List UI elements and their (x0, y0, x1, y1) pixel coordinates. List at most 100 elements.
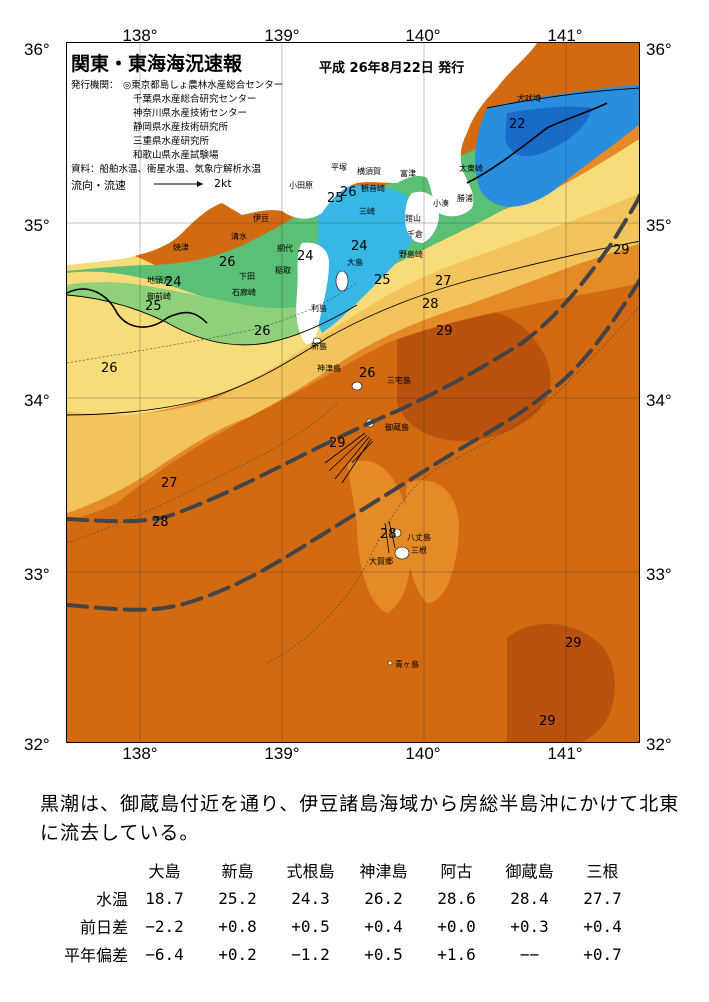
sst-label: 26 (101, 361, 118, 376)
table-cell: 27.7 (583, 888, 622, 908)
place-label: 大島 (347, 258, 363, 267)
lat-label-right: 32° (646, 735, 672, 754)
lat-label-left: 34° (24, 391, 50, 410)
page-title: 関東・東海海況速報 (71, 53, 243, 75)
table-cell: +0.5 (364, 944, 403, 964)
station-header: 阿古 (440, 862, 473, 881)
station-header: 大島 (148, 862, 181, 881)
sst-label: 29 (436, 324, 453, 339)
table-cell: 26.2 (364, 888, 403, 908)
legend-arrow (154, 181, 203, 187)
legend-value: 2kt (214, 177, 232, 190)
place-label: 大賀郷 (369, 557, 393, 566)
issuer: 神奈川県水産技術センター (133, 108, 248, 119)
lon-label-top: 141° (547, 26, 583, 45)
place-label: 石廊崎 (232, 288, 256, 297)
place-label: 伊豆 (253, 214, 269, 223)
sst-label: 26 (219, 255, 236, 270)
place-label: 地頭方 (147, 276, 171, 285)
issuer: 三重県水産研究所 (133, 136, 210, 147)
map-graphic (67, 43, 639, 742)
table-cell: +0.8 (218, 916, 257, 936)
table-cell: −1.2 (291, 944, 330, 964)
station-header: 三根 (586, 862, 619, 881)
legend-label: 流向・流速 (71, 179, 126, 192)
place-label: 三宅島 (387, 376, 411, 385)
place-label: 下田 (239, 272, 255, 281)
table-row: 前日差 −2.2 +0.8 +0.5 +0.4 +0.0 +0.3 +0.4 (30, 912, 639, 940)
table-row: 平年偏差 −6.4 +0.2 −1.2 +0.5 +1.6 −− +0.7 (30, 940, 639, 968)
table-cell: 18.7 (145, 888, 184, 908)
place-label: 神津島 (317, 364, 341, 373)
place-label: 小湊 (433, 199, 449, 208)
place-label: 新島 (311, 342, 327, 351)
sst-label: 25 (374, 273, 391, 288)
table-cell: +0.2 (218, 944, 257, 964)
lon-label-bottom: 139° (264, 744, 300, 763)
table-row: 水温 18.7 25.2 24.3 26.2 28.6 28.4 27.7 (30, 884, 639, 912)
sst-label: 28 (152, 515, 169, 530)
lat-label-right: 33° (646, 565, 672, 584)
sst-label: 28 (380, 527, 397, 542)
sst-label: 24 (165, 275, 182, 290)
place-label: 三根 (411, 546, 427, 555)
sst-label: 22 (509, 117, 526, 132)
issuer: ◎東京都島しょ農林水産総合センター (123, 80, 284, 91)
table-cell: 28.4 (510, 888, 549, 908)
sst-label: 24 (297, 249, 314, 264)
sst-label: 29 (329, 436, 346, 451)
table-cell: −2.2 (145, 916, 184, 936)
table-cell: +0.7 (583, 944, 622, 964)
issuer: 和歌山県水産試験場 (133, 150, 219, 161)
place-label: 勝浦 (457, 194, 473, 203)
summary-text: 黒潮は、御蔵島付近を通り、伊豆諸島海域から房総半島沖にかけて北東に流去している。 (40, 793, 680, 844)
place-label: 野島崎 (399, 250, 423, 259)
station-header: 式根島 (286, 862, 335, 881)
lat-label-left: 33° (24, 565, 50, 584)
sst-label: 24 (351, 239, 368, 254)
station-table: 大島 新島 式根島 神津島 阿古 御蔵島 三根 水温 18.7 25.2 24.… (30, 856, 639, 968)
sst-label: 26 (359, 366, 376, 381)
lat-label-left: 32° (24, 735, 50, 754)
place-label: 館山 (405, 214, 421, 223)
place-label: 富津 (400, 169, 416, 178)
place-label: 清水 (231, 232, 247, 241)
sst-label: 26 (340, 185, 357, 200)
place-label: 太東崎 (459, 164, 483, 173)
place-label: 御前崎 (147, 292, 171, 301)
row-label: 平年偏差 (63, 946, 128, 965)
table-cell: +0.3 (510, 916, 549, 936)
table-cell: 25.2 (218, 888, 257, 908)
lat-label-right: 34° (646, 391, 672, 410)
sst-label: 29 (565, 636, 582, 651)
station-header: 新島 (221, 862, 254, 881)
place-label: 御蔵島 (385, 423, 409, 432)
place-label: 三崎 (359, 207, 375, 216)
sst-label: 29 (539, 714, 556, 729)
table-cell: 28.6 (437, 888, 476, 908)
table-cell: +0.4 (364, 916, 403, 936)
issue-date: 平成 26年8月22日 発行 (319, 61, 465, 76)
sst-label: 27 (161, 476, 178, 491)
station-header: 御蔵島 (505, 862, 554, 881)
table-cell: 24.3 (291, 888, 330, 908)
sst-label: 26 (254, 324, 271, 339)
sst-label: 25 (327, 191, 344, 206)
table-cell: −− (519, 944, 540, 964)
place-label: 稲取 (275, 266, 291, 275)
row-label: 水温 (95, 890, 128, 909)
sst-label: 28 (422, 297, 439, 312)
sst-label: 25 (145, 299, 162, 314)
lat-label-right: 36° (646, 40, 672, 59)
sst-label: 29 (613, 243, 630, 258)
issuer: 静岡県水産技術研究所 (133, 122, 229, 133)
place-label: 八丈島 (407, 533, 431, 542)
table-cell: +1.6 (437, 944, 476, 964)
row-label: 前日差 (79, 918, 128, 937)
place-label: 焼津 (173, 243, 189, 252)
station-header: 神津島 (359, 862, 408, 881)
issuer-label: 発行機関： (71, 80, 119, 91)
data-sources: 資料：船舶水温、衛星水温、気象庁解析水温 (71, 164, 262, 175)
lon-label-top: 140° (405, 26, 441, 45)
table-cell: +0.4 (583, 916, 622, 936)
